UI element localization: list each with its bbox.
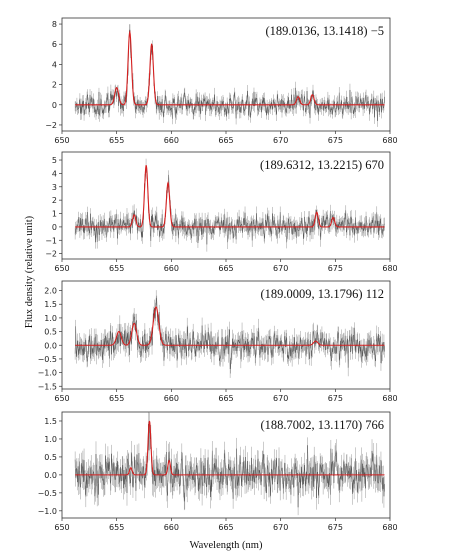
y-tick-label: 1.5 — [44, 417, 57, 426]
y-tick-label: 1.0 — [44, 314, 57, 323]
y-tick-label: 2.0 — [44, 287, 57, 296]
y-tick-label: 0.0 — [44, 471, 57, 480]
panel-1: 650 655 660 665 670 675 680 −2 0 2 4 6 8 (189.0136, 1… — [45, 17, 398, 145]
x-tick-label: 665 — [218, 136, 233, 145]
observed-spectrum — [74, 297, 385, 370]
observed-spectrum — [74, 165, 385, 245]
panel-annotation: (189.0009, 13.1796) 112 — [261, 287, 385, 301]
y-tick-label: 1.0 — [44, 435, 57, 444]
x-tick-label: 670 — [273, 264, 288, 273]
y-tick-label: 0.5 — [44, 328, 57, 337]
x-tick-label: 650 — [54, 136, 69, 145]
panel-2: 650 655 660 665 670 675 680 −2 −1 0 1 2 3 4 5 (189.6312… — [45, 151, 398, 273]
y-tick-label: −2 — [45, 121, 57, 130]
x-tick-label: 660 — [164, 394, 179, 403]
x-tick-label: 655 — [109, 394, 124, 403]
plot-area — [74, 158, 385, 252]
x-tick-label: 655 — [109, 136, 124, 145]
plot-area — [74, 290, 385, 378]
y-tick-label: −0.5 — [38, 489, 57, 498]
y-tick-label: 2 — [52, 81, 57, 90]
x-tick-label: 670 — [273, 394, 288, 403]
x-tick-label: 655 — [109, 523, 124, 532]
x-tick-label: 660 — [164, 523, 179, 532]
observed-spectrum — [74, 29, 385, 121]
error-bars — [74, 158, 385, 252]
y-tick-label: 0 — [52, 223, 57, 232]
y-tick-label: 4 — [52, 169, 57, 178]
x-tick-label: 665 — [218, 264, 233, 273]
y-tick-label: 0.0 — [44, 341, 57, 350]
x-tick-label: 655 — [109, 264, 124, 273]
observed-spectrum — [74, 421, 385, 508]
y-tick-label: −2 — [45, 250, 57, 259]
y-tick-label: −1 — [45, 236, 57, 245]
y-tick-label: 0.5 — [44, 453, 57, 462]
panel-annotation: (188.7002, 13.1170) 766 — [261, 418, 385, 432]
x-tick-label: 680 — [382, 523, 397, 532]
x-axis-label: Wavelength (nm) — [190, 540, 263, 551]
model-fit-line — [75, 306, 385, 346]
x-tick-label: 675 — [328, 394, 343, 403]
error-bars — [74, 24, 385, 127]
x-tick-label: 680 — [382, 394, 397, 403]
x-tick-label: 665 — [218, 523, 233, 532]
x-tick-label: 665 — [218, 394, 233, 403]
y-axis-label: Flux density (relative unit) — [24, 215, 35, 328]
panel-4: 650 655 660 665 670 675 680 −1.0 −0.5 0.0 0.5 1.0 1.… — [38, 411, 398, 532]
y-tick-label: 0 — [52, 101, 57, 110]
x-tick-label: 650 — [54, 264, 69, 273]
x-tick-label: 650 — [54, 394, 69, 403]
panel-annotation: (189.6312, 13.2215) 670 — [260, 158, 384, 172]
x-tick-label: 670 — [273, 136, 288, 145]
x-tick-label: 675 — [328, 523, 343, 532]
y-tick-label: 3 — [52, 183, 57, 192]
panels-group: 650 655 660 665 670 675 680 −2 0 2 4 6 8 (189.0136, 1… — [38, 17, 398, 532]
x-tick-label: 680 — [382, 136, 397, 145]
x-tick-label: 650 — [54, 523, 69, 532]
y-tick-label: −1.5 — [38, 382, 57, 391]
x-tick-label: 660 — [164, 264, 179, 273]
panel-annotation: (189.0136, 13.1418) −5 — [266, 24, 385, 38]
y-tick-label: 4 — [52, 60, 57, 69]
model-fit-line — [75, 420, 385, 476]
y-tick-label: 1.5 — [44, 300, 57, 309]
plot-area — [74, 412, 385, 516]
y-tick-label: 5 — [52, 156, 57, 165]
model-fit-line — [75, 30, 385, 106]
x-tick-label: 680 — [382, 264, 397, 273]
y-tick-label: 6 — [52, 40, 57, 49]
y-tick-label: −0.5 — [38, 355, 57, 364]
model-fit-line — [75, 165, 385, 228]
y-tick-label: −1.0 — [38, 507, 57, 516]
x-tick-label: 660 — [164, 136, 179, 145]
error-bars — [74, 290, 385, 378]
x-tick-label: 675 — [328, 136, 343, 145]
plot-area — [74, 24, 385, 127]
x-tick-label: 670 — [273, 523, 288, 532]
panel-3: 650 655 660 665 670 675 680 −1.5 −1.0 −0.5 0.0 0.5 1… — [38, 280, 398, 403]
y-tick-label: 1 — [52, 210, 57, 219]
y-tick-label: 2 — [52, 196, 57, 205]
y-tick-label: 8 — [52, 20, 57, 29]
y-tick-label: −1.0 — [38, 369, 57, 378]
x-tick-label: 675 — [328, 264, 343, 273]
